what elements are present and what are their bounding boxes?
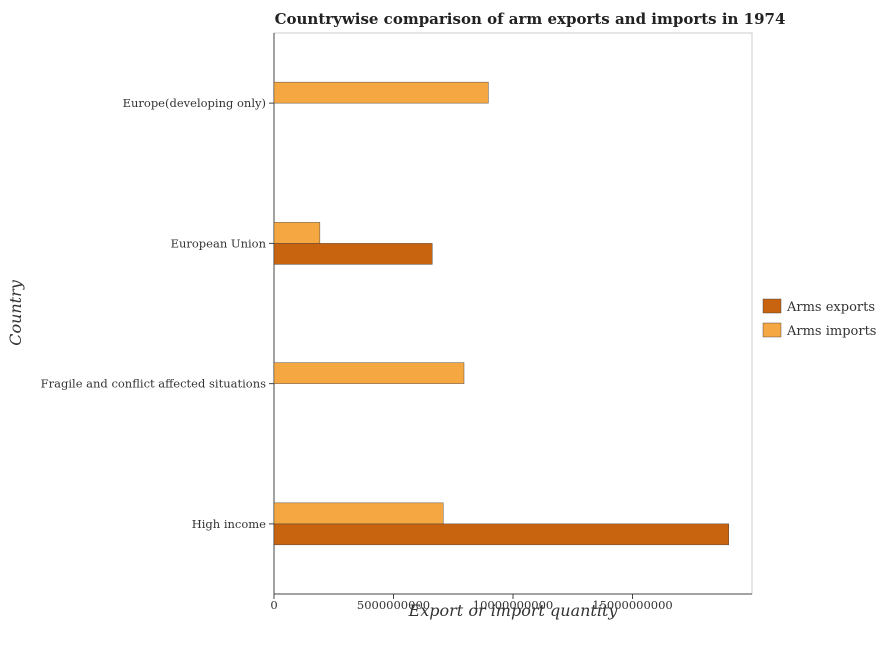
legend-swatch-arms-exports <box>762 298 782 314</box>
x-tick-label: 0 <box>270 598 277 612</box>
legend-label-arms-imports: Arms imports <box>786 324 876 339</box>
legend-swatch-arms-imports <box>762 322 782 338</box>
legend-label-arms-exports: Arms exports <box>786 300 875 315</box>
bar-arms-imports <box>273 81 489 104</box>
y-tick-label: Fragile and conflict affected situations <box>41 377 266 391</box>
bars-layer <box>273 81 730 546</box>
y-axis-title: Country <box>6 279 25 346</box>
plot-area <box>273 32 753 595</box>
y-tick-label: Europe(developing only) <box>123 96 266 110</box>
x-axis-title: Export or import quantity <box>408 601 619 620</box>
chart-title: Countrywise comparison of arm exports an… <box>275 10 786 28</box>
y-tick-labels: Europe(developing only) European Union Fra… <box>41 96 274 531</box>
bar-arms-imports <box>273 222 321 244</box>
x-tick-labels: 0 5000000000 10000000000 15000000000 <box>270 594 673 612</box>
bar-arms-exports <box>273 243 433 265</box>
bar-arms-exports <box>273 523 730 546</box>
bar-arms-imports <box>273 362 465 384</box>
y-tick-label: High income <box>192 517 266 531</box>
x-tick-label: 15000000000 <box>592 598 672 612</box>
x-tick-label: 10000000000 <box>473 598 553 612</box>
y-tick-label: European Union <box>171 236 267 250</box>
legend: Arms exports Arms imports <box>762 298 876 339</box>
bar-arms-imports <box>273 502 444 525</box>
x-tick-label: 5000000000 <box>357 598 430 612</box>
